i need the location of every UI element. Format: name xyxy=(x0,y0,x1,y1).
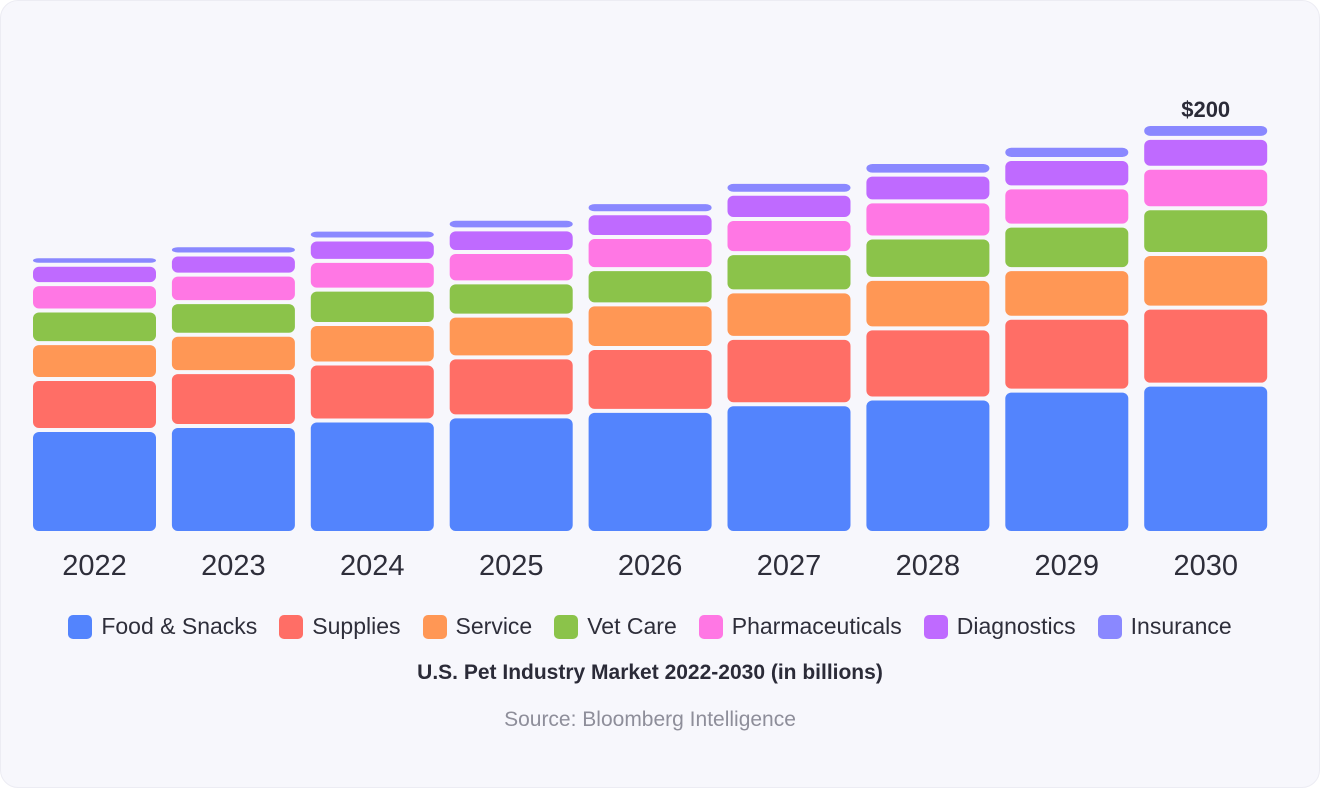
x-tick-label-2023: 2023 xyxy=(201,550,266,582)
bar-service-2027 xyxy=(727,293,851,336)
bar-pharmaceuticals-2028 xyxy=(866,203,990,236)
bar-pharmaceuticals-2026 xyxy=(588,239,712,268)
bar-vet-care-2026 xyxy=(588,271,712,303)
bar-service-2023 xyxy=(171,336,295,371)
bar-insurance-2030 xyxy=(1144,125,1268,136)
legend-swatch xyxy=(1097,614,1122,639)
bar-service-2028 xyxy=(866,280,990,327)
x-tick-label-2028: 2028 xyxy=(896,550,961,582)
bar-supplies-2025 xyxy=(449,359,573,415)
chart-title: U.S. Pet Industry Market 2022-2030 (in b… xyxy=(417,661,883,684)
bar-food-and-snacks-2029 xyxy=(1005,392,1129,531)
x-tick-label-2026: 2026 xyxy=(618,550,683,582)
legend-label: Supplies xyxy=(312,613,401,639)
legend-label: Insurance xyxy=(1130,613,1232,639)
stacked-bar-chart: 2022 2023 2024 2025 2026 2027 2028 2029 $200 2030 xyxy=(33,97,1268,582)
bar-pharmaceuticals-2024 xyxy=(310,262,434,288)
legend-label: Diagnostics xyxy=(956,613,1076,639)
bar-diagnostics-2030 xyxy=(1144,139,1268,166)
bar-diagnostics-2027 xyxy=(727,195,851,218)
bar-food-and-snacks-2023 xyxy=(171,428,295,531)
bar-pharmaceuticals-2025 xyxy=(449,254,573,281)
bar-insurance-2027 xyxy=(727,183,851,192)
legend-swatch xyxy=(923,614,948,639)
total-label-2030: $200 xyxy=(1181,97,1230,122)
bar-pharmaceuticals-2029 xyxy=(1005,189,1129,224)
legend-swatch xyxy=(698,614,723,639)
bar-insurance-2022 xyxy=(33,258,156,263)
legend-item-pharmaceuticals: Pharmaceuticals xyxy=(698,613,902,640)
bar-diagnostics-2029 xyxy=(1005,160,1129,186)
bar-vet-care-2029 xyxy=(1005,227,1129,268)
bar-service-2024 xyxy=(310,325,434,362)
bar-food-and-snacks-2027 xyxy=(727,406,851,531)
bar-diagnostics-2022 xyxy=(33,266,156,283)
bar-service-2029 xyxy=(1005,271,1129,316)
bar-service-2022 xyxy=(33,345,156,377)
legend-item-vet-care: Vet Care xyxy=(554,613,677,640)
bar-supplies-2023 xyxy=(171,374,295,425)
bar-service-2025 xyxy=(449,317,573,356)
bar-vet-care-2023 xyxy=(171,304,295,333)
x-tick-label-2030: 2030 xyxy=(1173,550,1238,582)
bar-vet-care-2028 xyxy=(866,239,990,277)
bar-supplies-2022 xyxy=(33,380,156,428)
x-tick-label-2022: 2022 xyxy=(62,550,127,582)
bar-vet-care-2025 xyxy=(449,284,573,314)
bar-supplies-2030 xyxy=(1144,309,1268,383)
legend-label: Vet Care xyxy=(587,613,677,639)
bar-supplies-2024 xyxy=(310,365,434,419)
x-tick-label-2024: 2024 xyxy=(340,550,405,582)
bar-diagnostics-2025 xyxy=(449,231,573,251)
legend-item-diagnostics: Diagnostics xyxy=(923,613,1076,640)
bar-food-and-snacks-2024 xyxy=(310,422,434,531)
bar-insurance-2025 xyxy=(449,220,573,228)
bar-pharmaceuticals-2030 xyxy=(1144,169,1268,207)
bar-service-2026 xyxy=(588,306,712,346)
bar-pharmaceuticals-2023 xyxy=(171,276,295,301)
legend-label: Food & Snacks xyxy=(101,613,258,639)
legend-label: Pharmaceuticals xyxy=(731,613,902,639)
bar-diagnostics-2023 xyxy=(171,256,295,273)
bar-supplies-2027 xyxy=(727,339,851,403)
bar-food-and-snacks-2028 xyxy=(866,400,990,531)
x-tick-label-2029: 2029 xyxy=(1035,550,1100,582)
bar-food-and-snacks-2025 xyxy=(449,418,573,531)
bar-pharmaceuticals-2027 xyxy=(727,221,851,252)
bar-vet-care-2030 xyxy=(1144,210,1268,252)
legend-item-food-and-snacks: Food & Snacks xyxy=(68,613,257,640)
bar-insurance-2023 xyxy=(171,247,295,253)
bar-insurance-2024 xyxy=(310,231,434,238)
bar-vet-care-2027 xyxy=(727,255,851,290)
bar-insurance-2028 xyxy=(866,164,990,173)
bar-diagnostics-2024 xyxy=(310,241,434,259)
bar-pharmaceuticals-2022 xyxy=(33,286,156,309)
bar-supplies-2028 xyxy=(866,330,990,397)
legend-swatch xyxy=(279,614,304,639)
bar-diagnostics-2028 xyxy=(866,176,990,200)
bar-vet-care-2024 xyxy=(310,291,434,322)
x-tick-label-2027: 2027 xyxy=(757,550,822,582)
bar-food-and-snacks-2026 xyxy=(588,412,712,531)
bar-food-and-snacks-2030 xyxy=(1144,386,1268,531)
legend-label: Service xyxy=(455,613,533,639)
bar-supplies-2029 xyxy=(1005,319,1129,389)
legend-item-supplies: Supplies xyxy=(279,613,401,640)
bar-vet-care-2022 xyxy=(33,312,156,342)
legend-swatch xyxy=(68,614,93,639)
legend-swatch xyxy=(422,614,447,639)
bar-service-2030 xyxy=(1144,256,1268,306)
x-tick-label-2025: 2025 xyxy=(479,550,544,582)
bar-diagnostics-2026 xyxy=(588,215,712,236)
bar-supplies-2026 xyxy=(588,349,712,409)
legend-item-insurance: Insurance xyxy=(1097,613,1232,640)
legend-item-service: Service xyxy=(422,613,533,640)
bar-insurance-2026 xyxy=(588,204,712,212)
chart-legend: Food & Snacks Supplies Service Vet Care Phar… xyxy=(1,613,1299,640)
bar-food-and-snacks-2022 xyxy=(33,432,156,531)
legend-swatch xyxy=(554,614,579,639)
bar-insurance-2029 xyxy=(1005,147,1129,157)
chart-source: Source: Bloomberg Intelligence xyxy=(504,708,796,731)
